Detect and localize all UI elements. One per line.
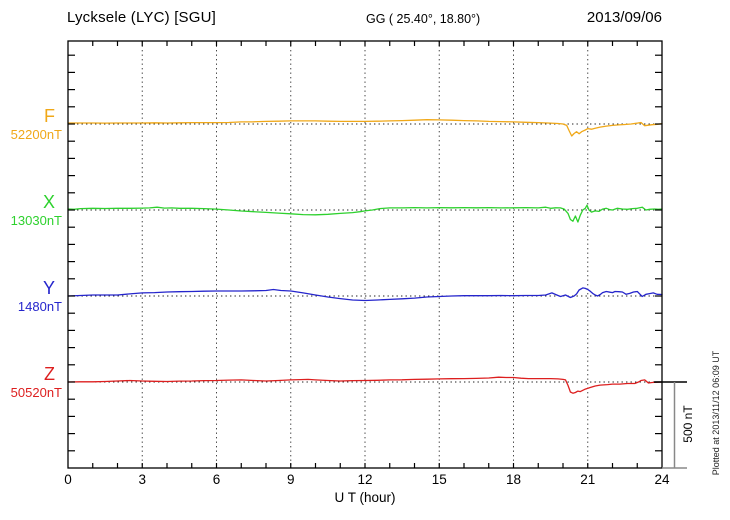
channel-label-Y: Y 1480nT [0,279,62,313]
x-tick-label-3: 3 [138,472,146,487]
channel-baseline-value-Z: 50520nT [10,385,62,400]
plot-date: 2013/09/06 [586,9,662,26]
channel-label-X: X 13030nT [0,193,62,227]
station-title: Lycksele (LYC) [SGU] [67,9,217,26]
channel-baseline-value-Y: 1480nT [17,299,62,314]
channel-label-F: F 52200nT [0,107,62,141]
x-tick-label-21: 21 [580,472,596,487]
x-tick-label-12: 12 [357,472,373,487]
geographic-coordinates: GG ( 25.40°, 18.80°) [366,12,481,26]
channel-letter-Y: Y [42,278,55,298]
x-tick-label-9: 9 [286,472,295,487]
x-tick-label-0: 0 [64,472,72,487]
channel-letter-F: F [44,106,55,126]
channel-baseline-value-F: 52200nT [10,127,62,142]
x-axis-title: U T (hour) [334,490,396,505]
channel-label-Z: Z 50520nT [0,365,62,399]
x-tick-label-24: 24 [654,472,670,487]
channel-letter-Z: Z [44,364,55,384]
x-tick-label-15: 15 [431,472,447,487]
x-tick-label-6: 6 [212,472,221,487]
plotted-at-note: Plotted at 2013/11/12 06:09 UT [711,350,721,476]
scale-bar-label: 500 nT [681,405,695,443]
channel-letter-X: X [42,192,55,212]
channel-baseline-value-X: 13030nT [10,213,62,228]
x-tick-label-18: 18 [505,472,522,487]
